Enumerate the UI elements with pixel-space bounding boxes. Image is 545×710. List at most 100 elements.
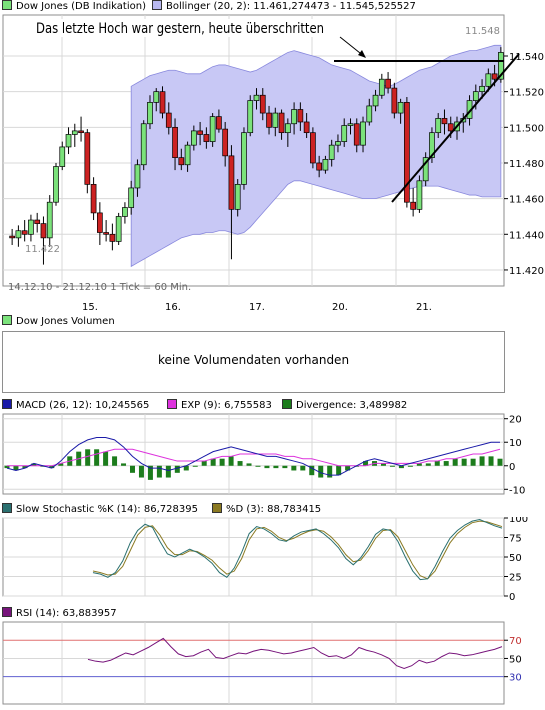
divergence-bar xyxy=(138,465,144,478)
macd-legend: MACD (26, 12): 10,245565 EXP (9): 6,7555… xyxy=(2,399,542,413)
exp-line xyxy=(7,448,501,467)
rsi-legend: RSI (14): 63,883957 xyxy=(2,607,117,621)
candle-body xyxy=(297,109,304,123)
volume-legend-swatch xyxy=(2,315,12,325)
bollinger-legend-label: Bollinger (20, 2): 11.461,274473 - 11.54… xyxy=(166,1,416,12)
divergence-bar xyxy=(479,456,485,466)
candle-body xyxy=(498,52,504,80)
candle-body xyxy=(209,116,216,142)
candle-body xyxy=(222,128,229,157)
stochastic-chart: 100 75 50 25 0 xyxy=(2,517,528,601)
candle-body xyxy=(203,134,210,142)
price-legend-label: Dow Jones (DB Indikation) xyxy=(16,1,146,12)
stoch-legend: Slow Stochastic %K (14): 86,728395 %D (3… xyxy=(2,503,542,517)
candle-body xyxy=(122,207,128,217)
x-tick-label: 21. xyxy=(416,302,432,313)
y-tick-label: 11.500 xyxy=(509,123,544,134)
macd-line xyxy=(6,437,500,476)
y-tick-label: 0 xyxy=(509,462,515,473)
divergence-bar xyxy=(407,465,413,467)
candle-body xyxy=(15,230,22,239)
candle-body xyxy=(479,85,485,93)
exp-swatch xyxy=(167,399,177,409)
x-tick-label: 16. xyxy=(165,302,181,313)
divergence-bar xyxy=(264,465,270,469)
divergence-bar xyxy=(255,465,261,467)
candle-body xyxy=(178,157,185,166)
stoch-d-legend-label: %D (3): 88,783415 xyxy=(226,504,322,515)
candle-body xyxy=(353,123,360,146)
x-tick-label: 15. xyxy=(82,302,98,313)
candle-body xyxy=(491,73,498,80)
candle-body xyxy=(97,212,103,233)
candle-body xyxy=(147,102,153,125)
candle-body xyxy=(34,219,41,224)
stoch-d-swatch xyxy=(212,503,222,513)
divergence-legend-label: Divergence: 3,489982 xyxy=(296,400,408,411)
divergence-bar xyxy=(434,461,440,466)
divergence-bar xyxy=(345,465,351,471)
candle-body xyxy=(84,132,91,185)
macd-legend-label: MACD (26, 12): 10,245565 xyxy=(16,400,150,411)
candle-body xyxy=(366,105,373,123)
rsi-swatch xyxy=(2,607,12,617)
candle-body xyxy=(272,112,279,128)
divergence-bar xyxy=(192,465,198,467)
divergence-bar xyxy=(237,461,243,466)
candle-body xyxy=(109,233,116,242)
candle-body xyxy=(316,162,323,171)
divergence-bar xyxy=(13,465,19,471)
volume-legend: Dow Jones Volumen xyxy=(2,315,115,329)
candle-body xyxy=(472,91,479,101)
candle-body xyxy=(278,112,285,134)
y-tick-label: 10 xyxy=(509,438,522,449)
y-tick-label: 25 xyxy=(509,573,522,584)
candle-body xyxy=(172,126,178,158)
divergence-bar xyxy=(49,465,55,469)
y-tick-label: 50 xyxy=(509,553,522,564)
candle-body xyxy=(322,159,329,171)
candle-body xyxy=(360,121,366,146)
candle-body xyxy=(335,141,341,146)
divergence-bar xyxy=(4,465,10,469)
candle-body xyxy=(310,132,316,164)
candle-body xyxy=(234,184,241,210)
candle-body xyxy=(378,78,385,96)
candle-body xyxy=(391,87,398,114)
min-price-label: 11.422 xyxy=(25,244,60,255)
candle-body xyxy=(190,130,197,146)
candle-body xyxy=(385,78,391,89)
y-tick-label: 20 xyxy=(509,415,522,426)
trend-line xyxy=(391,53,520,203)
candle-body xyxy=(9,235,15,239)
panel-frame xyxy=(2,621,505,705)
divergence-bar xyxy=(129,465,135,473)
divergence-bar xyxy=(425,463,431,466)
divergence-bar xyxy=(443,461,449,466)
candle-body xyxy=(341,125,348,142)
y-tick-label: 11.520 xyxy=(509,88,544,99)
y-tick-label: 75 xyxy=(509,534,522,545)
stoch-k-legend-label: Slow Stochastic %K (14): 86,728395 xyxy=(16,504,198,515)
divergence-bar xyxy=(398,465,404,469)
divergence-bar xyxy=(156,465,162,478)
divergence-bar xyxy=(488,456,494,466)
candle-body xyxy=(266,112,272,128)
divergence-bar xyxy=(327,465,333,478)
y-tick-label: 11.480 xyxy=(509,159,544,170)
y-tick-label: 11.420 xyxy=(509,266,544,277)
candle-body xyxy=(153,91,160,103)
divergence-swatch xyxy=(282,399,292,409)
divergence-bar xyxy=(94,449,100,466)
candle-body xyxy=(90,184,97,214)
candle-body xyxy=(372,94,379,107)
divergence-bar xyxy=(380,463,386,466)
divergence-bar xyxy=(183,465,189,471)
candle-body xyxy=(422,157,429,182)
divergence-bar xyxy=(336,465,342,476)
divergence-bar xyxy=(363,461,369,466)
candle-body xyxy=(103,232,109,235)
price-legend: Dow Jones (DB Indikation) Bollinger (20,… xyxy=(2,0,542,14)
divergence-bar xyxy=(246,463,252,466)
divergence-bar xyxy=(219,458,225,466)
